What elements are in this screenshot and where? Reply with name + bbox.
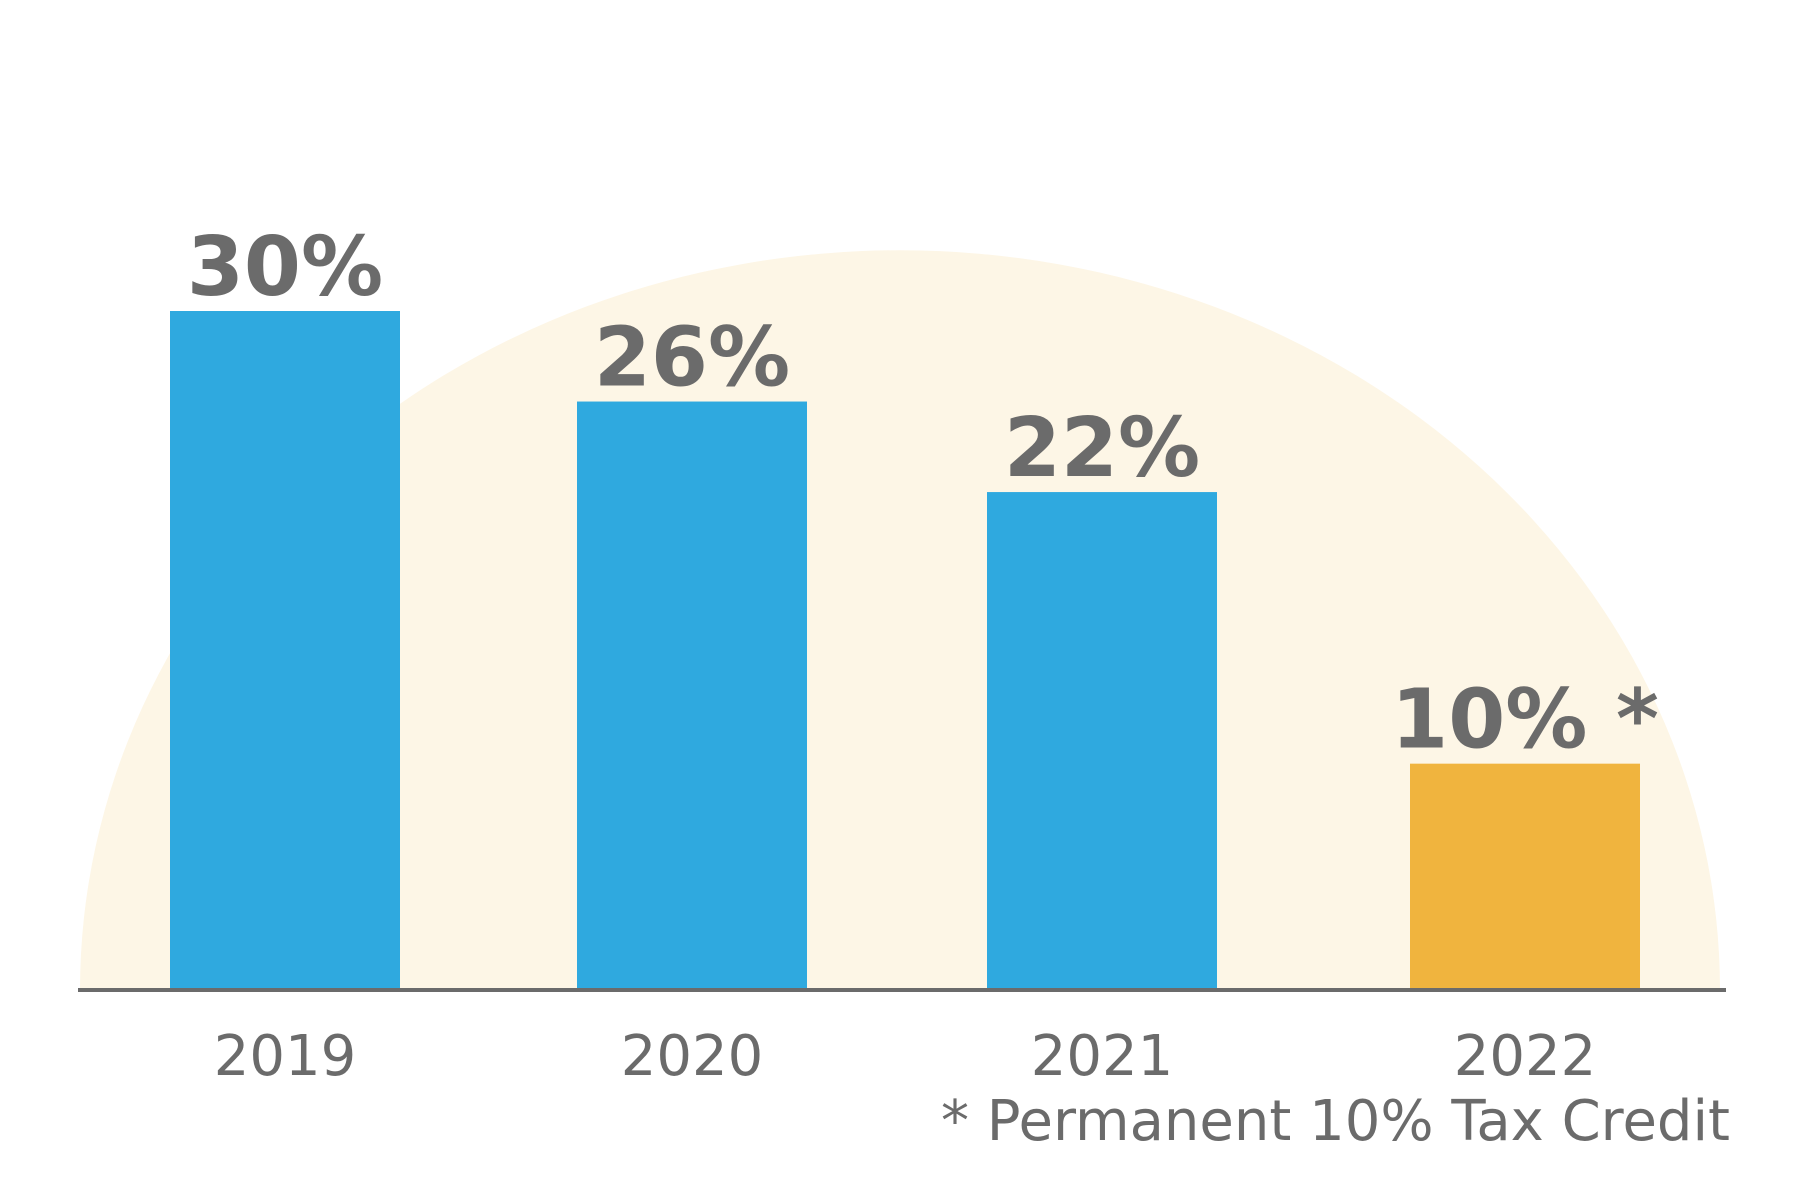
bar-2021 xyxy=(987,492,1217,990)
bar-2022 xyxy=(1410,763,1640,990)
x-tick-label-2021: 2021 xyxy=(1031,1024,1174,1089)
background-arc xyxy=(80,250,1720,991)
bar-2020 xyxy=(577,401,807,990)
x-tick-labels-group: 2019 2020 2021 2022 xyxy=(214,1024,1597,1089)
value-label-2020: 26% xyxy=(594,311,790,406)
x-tick-label-2019: 2019 xyxy=(214,1024,357,1089)
value-labels-group: 30% 26% 22% 10% * xyxy=(187,220,1659,768)
x-tick-label-2020: 2020 xyxy=(621,1024,764,1089)
footnote: * Permanent 10% Tax Credit xyxy=(941,1089,1730,1154)
value-label-2019: 30% xyxy=(187,220,383,315)
value-label-2022: 10% * xyxy=(1391,673,1659,768)
bar-2019 xyxy=(170,311,400,990)
value-label-2021: 22% xyxy=(1004,401,1200,496)
bars-group xyxy=(170,311,1640,990)
x-tick-label-2022: 2022 xyxy=(1454,1024,1597,1089)
